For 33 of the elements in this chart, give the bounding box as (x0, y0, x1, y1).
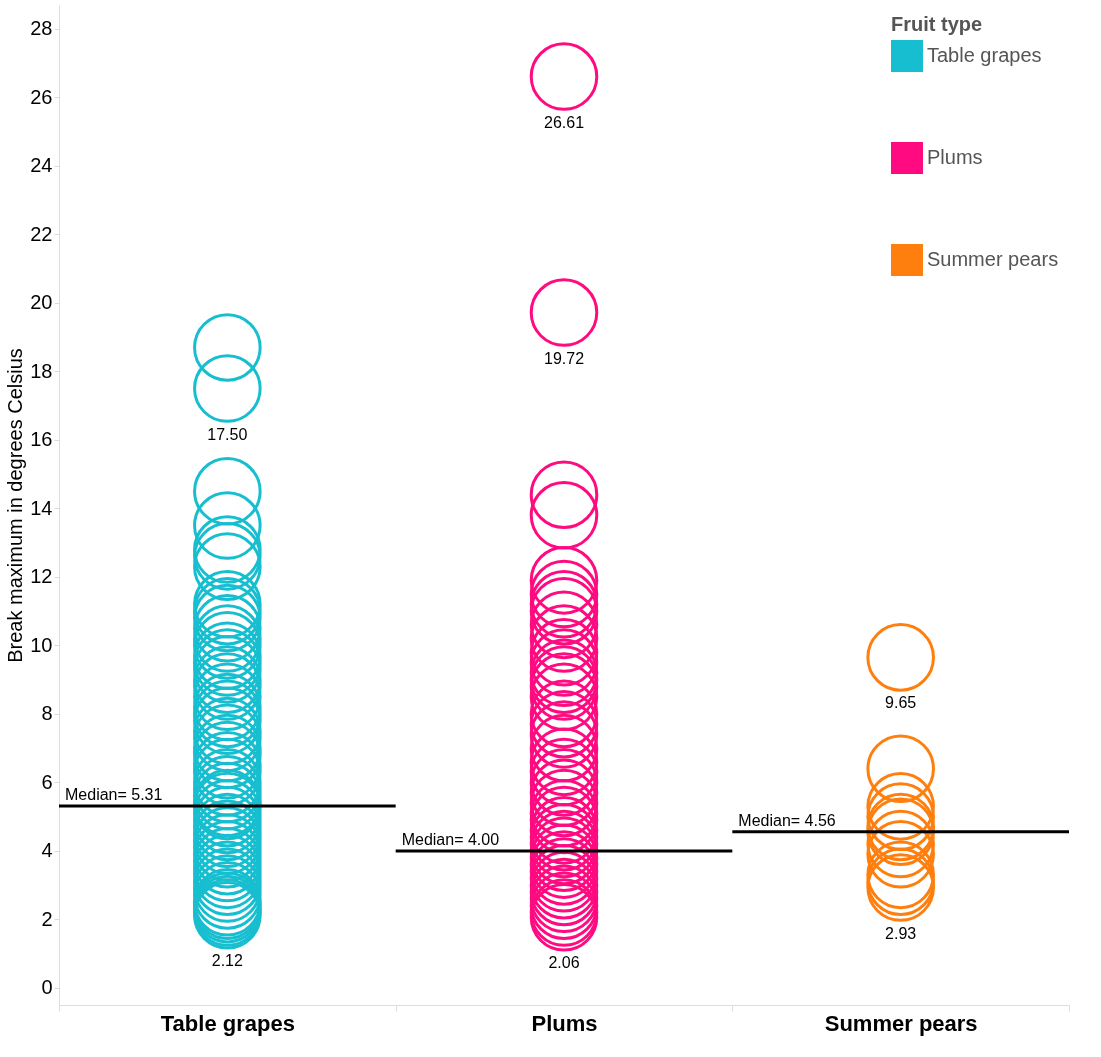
y-tick-label: 20 (30, 291, 53, 314)
data-label: 26.61 (543, 113, 585, 131)
y-axis-title: Break maximum in degrees Celsius (4, 348, 27, 663)
y-tick-label: 0 (41, 976, 53, 999)
data-label: 19.72 (543, 349, 585, 367)
y-tick-label: 16 (30, 428, 53, 451)
data-label: 9.65 (885, 694, 917, 712)
x-tick-label: Plums (531, 1010, 598, 1036)
y-tick-label: 2 (41, 907, 53, 930)
y-tick-label: 8 (41, 702, 53, 725)
ref-line-label: Median= 4.56 (738, 811, 836, 829)
legend-title: Fruit type (891, 13, 983, 35)
y-tick-label: 12 (30, 565, 53, 588)
legend-label: Plums (927, 146, 983, 168)
y-tick-label: 18 (30, 359, 53, 382)
y-tick-label: 26 (30, 85, 53, 108)
x-tick-label: Summer pears (824, 1010, 978, 1036)
y-tick-label: 6 (41, 770, 53, 793)
legend-label: Table grapes (927, 44, 1042, 66)
y-tick-label: 22 (30, 222, 53, 245)
ref-line-label: Median= 5.31 (65, 786, 163, 804)
y-tick-label: 24 (30, 154, 53, 177)
x-tick-label: Table grapes (160, 1010, 295, 1036)
data-label: 2.12 (211, 952, 244, 970)
ref-line-label: Median= 4.00 (401, 830, 500, 848)
data-label: 17.50 (207, 425, 248, 443)
y-tick-label: 28 (30, 17, 53, 40)
y-tick-label: 14 (30, 496, 53, 519)
data-label: 2.06 (548, 954, 580, 972)
data-label: 2.93 (885, 924, 917, 942)
y-tick-label: 4 (41, 839, 53, 862)
legend-label: Summer pears (927, 248, 1059, 270)
y-tick-label: 10 (30, 633, 53, 656)
